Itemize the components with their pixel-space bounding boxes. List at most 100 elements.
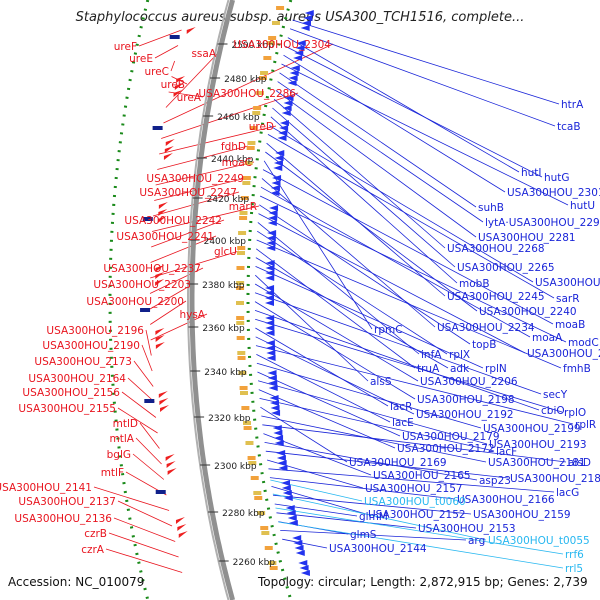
gene-label[interactable]: USA300HOU_2169 <box>349 457 447 469</box>
gene-label[interactable]: czrB <box>84 528 107 540</box>
gene-label[interactable]: USA300HOU_2240 <box>479 306 577 318</box>
gene-label[interactable]: USA300HOU_2249 <box>146 173 244 185</box>
gene-label[interactable]: USA300HOU_2196 <box>46 325 144 337</box>
gene-label[interactable]: rrf6 <box>565 549 584 561</box>
gene-label[interactable]: topB <box>472 339 496 351</box>
gene-label[interactable]: rplX <box>449 349 470 361</box>
gene-label[interactable]: mtlA <box>110 433 135 445</box>
gene-label[interactable]: hysA <box>179 309 205 321</box>
gene-label[interactable]: mobB <box>459 278 490 290</box>
gene-label[interactable]: marR <box>229 201 257 213</box>
gene-label[interactable]: cbiO <box>541 405 565 417</box>
gene-label[interactable]: lacF <box>496 446 517 458</box>
gene-label[interactable]: arg <box>468 535 485 547</box>
gene-label[interactable]: USA300HOU_2180 <box>510 473 600 485</box>
gene-label[interactable]: USA300HOU_2198 <box>417 394 515 406</box>
gene-label[interactable]: czrA <box>81 544 105 556</box>
gene-label[interactable]: USA300HOU_2165 <box>373 470 471 482</box>
gene-label[interactable]: USA300HOU_2157 <box>365 483 463 495</box>
gene-label[interactable]: USA300HOU_2166 <box>457 494 555 506</box>
gene-label[interactable]: ureC <box>144 66 169 78</box>
gene-label[interactable]: fdhD <box>221 141 246 153</box>
gene-label[interactable]: USA300HOU_2152 <box>368 509 466 521</box>
gene-label[interactable]: alsD <box>568 457 591 469</box>
gene-label[interactable]: USA300HOU_2245 <box>447 291 545 303</box>
gene-label[interactable]: USA300HOU_2156 <box>22 387 120 399</box>
gene-label[interactable]: USA300HOU_2164 <box>28 373 126 385</box>
gene-label[interactable]: USA300HOU_2234 <box>437 322 535 334</box>
gene-label[interactable]: bglG <box>107 449 131 461</box>
gene-label[interactable]: USA300HOU_2172 <box>397 443 495 455</box>
gene-label[interactable]: USA300HOU_2304 <box>233 39 331 51</box>
gene-label[interactable]: USA300HOU_2190 <box>42 340 140 352</box>
gene-label[interactable]: USA300HOU_2199 <box>483 423 581 435</box>
gene-label[interactable]: USA300HOU_2179 <box>402 431 500 443</box>
gene-label[interactable]: lacE <box>392 417 414 429</box>
gene-label[interactable]: USA300HOU_2286 <box>198 88 296 100</box>
gene-label[interactable]: rplN <box>485 363 507 375</box>
gene-label[interactable]: mtlF <box>101 467 124 479</box>
gene-label[interactable]: rplR <box>575 419 596 431</box>
gene-label[interactable]: ureE <box>129 53 153 65</box>
gene-label[interactable]: USA300HOU_2153 <box>418 523 516 535</box>
gene-label[interactable]: glmM <box>359 511 388 523</box>
gene-label[interactable]: USA300HOU_2264 <box>535 277 600 289</box>
gene-label[interactable]: glcU <box>214 246 237 258</box>
gene-label[interactable]: USA300HOU_2281 <box>478 232 576 244</box>
gene-label[interactable]: USA300HOU_2181 <box>488 457 586 469</box>
gene-label[interactable]: USA300HOU_2136 <box>14 513 112 525</box>
gene-label[interactable]: USA300HOU_2241 <box>116 231 214 243</box>
gene-label[interactable]: USA300HOU_2192 <box>416 409 514 421</box>
gene-label[interactable]: truA <box>417 363 440 375</box>
gene-label[interactable]: hutG <box>544 172 570 184</box>
gene-label[interactable]: USA300HOU_2265 <box>457 262 555 274</box>
gene-label[interactable]: rpmC <box>374 324 403 336</box>
gene-label[interactable]: USA300HOU_2141 <box>0 482 92 494</box>
gene-label[interactable]: modC <box>568 337 599 349</box>
gene-label[interactable]: ureF <box>114 41 137 53</box>
gene-label[interactable]: USA300HOU_2236 <box>527 348 600 360</box>
gene-label[interactable]: USA300HOU_2159 <box>473 509 571 521</box>
gene-label[interactable]: suhB <box>478 202 504 214</box>
gene-label[interactable]: alsS <box>370 376 392 388</box>
gene-label[interactable]: glmS <box>350 529 377 541</box>
gene-label[interactable]: USA300HOU_2173 <box>34 356 132 368</box>
gene-label[interactable]: USA300HOU_t0055 <box>488 535 590 547</box>
gene-label[interactable]: USA300HOU_2200 <box>86 296 184 308</box>
gene-label[interactable]: USA300HOU_2301 <box>507 187 600 199</box>
gene-label[interactable]: USA300HOU_2137 <box>18 496 116 508</box>
gene-label[interactable]: lacR <box>390 401 412 413</box>
gene-label[interactable]: USA300HOU_t0060 <box>364 496 466 508</box>
gene-label[interactable]: ssaA <box>191 48 216 60</box>
gene-label[interactable]: tcaB <box>557 121 581 133</box>
gene-label[interactable]: ureA <box>177 92 202 104</box>
gene-label[interactable]: USA300HOU_2268 <box>447 243 545 255</box>
gene-label[interactable]: ureD <box>249 121 274 133</box>
gene-label[interactable]: USA300HOU_2237 <box>103 263 201 275</box>
gene-label[interactable]: USA300HOU_2242 <box>124 215 222 227</box>
gene-label[interactable]: sarR <box>556 293 580 305</box>
gene-label[interactable]: USA300HOU_2206 <box>420 376 518 388</box>
gene-label[interactable]: mtlD <box>113 418 138 430</box>
gene-label[interactable]: htrA <box>561 99 584 111</box>
gene-label[interactable]: rplO <box>564 407 586 419</box>
gene-label[interactable]: USA300HOU_2155 <box>18 403 116 415</box>
gene-label[interactable]: hutI <box>521 167 542 179</box>
gene-label[interactable]: moaB <box>555 319 585 331</box>
gene-label[interactable]: USA300HOU_2193 <box>489 439 587 451</box>
gene-label[interactable]: lytA·USA300HOU_2292 <box>485 217 600 229</box>
gene-label[interactable]: secY <box>543 389 568 401</box>
gene-label[interactable]: lacG <box>556 487 579 499</box>
gene-label[interactable]: fmhB <box>563 363 591 375</box>
gene-label[interactable]: moaC <box>222 157 252 169</box>
gene-label[interactable]: ureB <box>161 79 185 91</box>
gene-label[interactable]: USA300HOU_2203 <box>93 279 191 291</box>
gene-label[interactable]: adk <box>450 363 470 375</box>
gene-label[interactable]: hutU <box>570 200 595 212</box>
gene-label[interactable]: USA300HOU_2144 <box>329 543 427 555</box>
gene-label[interactable]: infA <box>421 349 442 361</box>
gene-label[interactable]: rrl5 <box>565 563 583 575</box>
gene-label[interactable]: moaA <box>532 332 563 344</box>
gene-label[interactable]: USA300HOU_2247 <box>139 187 237 199</box>
gene-label[interactable]: asp23 <box>479 475 511 487</box>
